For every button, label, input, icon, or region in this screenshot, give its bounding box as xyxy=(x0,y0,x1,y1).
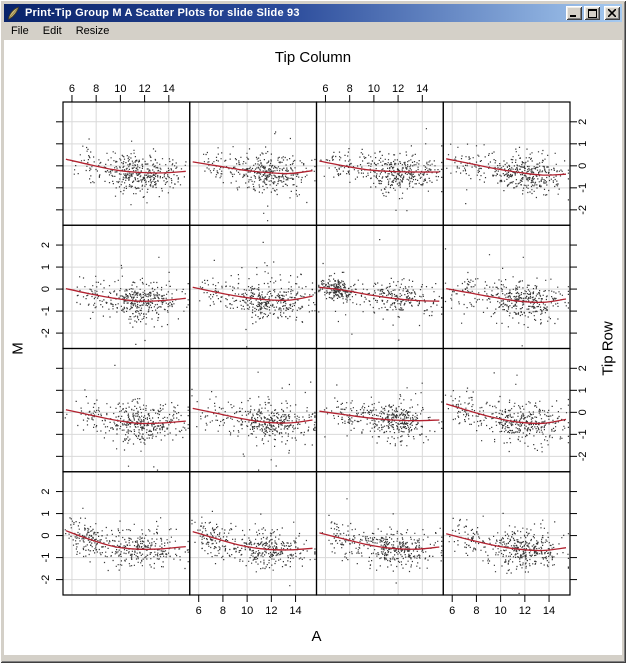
minimize-button[interactable] xyxy=(566,6,582,20)
lowess-curve xyxy=(65,530,186,551)
scatter-points xyxy=(191,510,316,587)
y-tick-label: 2 xyxy=(577,119,589,125)
x-tick-label: 14 xyxy=(416,83,428,95)
top-axis-title: Tip Column xyxy=(274,49,352,66)
y-tick-label: -2 xyxy=(40,328,52,338)
panel-border xyxy=(62,347,191,473)
x-tick-label: 6 xyxy=(322,83,328,95)
panel-border xyxy=(189,101,318,226)
y-tick-label: 2 xyxy=(577,365,589,371)
panel-border xyxy=(442,471,571,596)
scatter-points xyxy=(448,512,569,594)
panel-border xyxy=(315,471,444,596)
menu-edit[interactable]: Edit xyxy=(42,25,62,37)
x-tick-label: 14 xyxy=(289,605,301,617)
scatter-points xyxy=(444,248,569,347)
y-tick-label: 0 xyxy=(577,409,589,415)
y-tick-label: 2 xyxy=(40,242,52,248)
panel-border xyxy=(189,347,318,473)
lowess-curve xyxy=(446,403,567,425)
lowess-curve xyxy=(446,533,567,552)
x-tick-label: 6 xyxy=(196,605,202,617)
lowess-curve xyxy=(192,161,313,175)
lowess-curve xyxy=(65,409,186,425)
maximize-icon xyxy=(587,8,597,18)
x-tick-label: 12 xyxy=(519,605,531,617)
lowess-curve xyxy=(319,532,440,550)
x-tick-label: 8 xyxy=(93,83,99,95)
feather-app-icon xyxy=(6,6,21,21)
scatter-points xyxy=(64,507,189,572)
y-tick-label: -1 xyxy=(40,553,52,563)
x-tick-label: 14 xyxy=(163,83,175,95)
y-tick-label: -1 xyxy=(40,306,52,316)
panel-border xyxy=(442,224,571,350)
lowess-curve xyxy=(319,410,440,422)
y-tick-label: 0 xyxy=(40,533,52,539)
y-tick-label: -2 xyxy=(577,451,589,461)
y-tick-label: 1 xyxy=(40,511,52,517)
y-tick-label: 0 xyxy=(40,286,52,292)
y-tick-label: -1 xyxy=(577,183,589,193)
lowess-curve xyxy=(446,158,567,176)
lowess-curve xyxy=(319,160,440,173)
maximize-button[interactable] xyxy=(584,6,600,20)
window-controls xyxy=(566,6,620,20)
close-icon xyxy=(608,9,616,17)
x-tick-label: 10 xyxy=(114,83,126,95)
panel-border xyxy=(62,471,191,596)
y-tick-label: -1 xyxy=(577,429,589,439)
lowess-curve xyxy=(192,407,313,424)
x-tick-label: 10 xyxy=(495,605,507,617)
x-tick-label: 8 xyxy=(473,605,479,617)
lowess-curve xyxy=(446,287,567,304)
lowess-curve xyxy=(192,530,313,551)
x-axis-title: A xyxy=(311,628,322,645)
lowess-curve xyxy=(65,158,186,174)
minimize-icon xyxy=(570,15,576,17)
x-tick-label: 8 xyxy=(220,605,226,617)
scatter-points xyxy=(321,498,443,584)
close-button[interactable] xyxy=(604,6,620,20)
x-tick-label: 6 xyxy=(69,83,75,95)
panel-border xyxy=(189,224,318,350)
lowess-curve xyxy=(319,286,440,302)
x-tick-label: 8 xyxy=(347,83,353,95)
scatter-points xyxy=(446,143,569,205)
y-tick-label: 0 xyxy=(577,163,589,169)
panel-border xyxy=(315,347,444,473)
title-bar[interactable]: Print-Tip Group M A Scatter Plots for sl… xyxy=(4,4,622,22)
x-tick-label: 10 xyxy=(368,83,380,95)
lowess-curve xyxy=(192,286,313,302)
x-tick-label: 12 xyxy=(138,83,150,95)
menu-resize[interactable]: Resize xyxy=(75,25,110,37)
x-tick-label: 6 xyxy=(449,605,455,617)
y-tick-label: 2 xyxy=(40,488,52,494)
panel-border xyxy=(62,101,191,226)
panel-border xyxy=(189,471,318,596)
scatter-points xyxy=(199,241,316,348)
scatter-points xyxy=(318,239,443,341)
y-tick-label: 1 xyxy=(577,387,589,393)
plot-canvas: Tip Column A M Tip Row 6 8 10 12 14 6 8 10 12 14 6… xyxy=(4,40,622,655)
x-tick-label: 10 xyxy=(241,605,253,617)
menu-file[interactable]: File xyxy=(11,25,29,37)
trellis-scatter-plot: 6 8 10 12 14 6 8 10 12 146 8 10 12 14 6 8 10 12 14-2-1012-… xyxy=(40,83,589,617)
y-tick-label: -2 xyxy=(577,205,589,215)
lowess-curve xyxy=(65,287,186,302)
window-title: Print-Tip Group M A Scatter Plots for sl… xyxy=(25,7,300,19)
panel-border xyxy=(442,101,571,226)
scatter-points xyxy=(320,128,443,212)
y-tick-label: 1 xyxy=(577,141,589,147)
x-tick-label: 12 xyxy=(392,83,404,95)
menu-bar: File Edit Resize xyxy=(4,22,622,40)
x-tick-label: 14 xyxy=(543,605,555,617)
y-tick-label: -2 xyxy=(40,575,52,585)
scatter-points xyxy=(203,131,316,222)
x-tick-label: 12 xyxy=(265,605,277,617)
y-tick-label: 1 xyxy=(40,264,52,270)
scatter-points xyxy=(64,364,189,471)
